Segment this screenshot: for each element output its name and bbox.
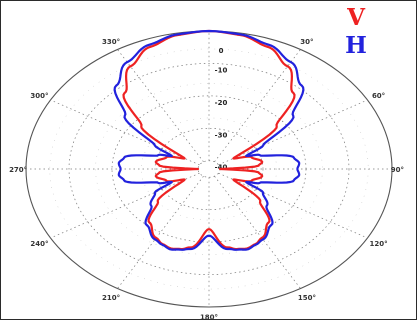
angle-label-300: 300° bbox=[30, 92, 48, 100]
pattern-curves bbox=[113, 29, 305, 251]
minor-ring-1 bbox=[95, 83, 323, 255]
spoke-150 bbox=[214, 175, 301, 289]
spoke-300 bbox=[50, 99, 200, 166]
angle-label-240: 240° bbox=[30, 240, 48, 248]
polar-grid bbox=[25, 30, 393, 308]
radial-ring-30 bbox=[154, 127, 264, 211]
legend-entry-h: H bbox=[345, 32, 367, 59]
legend-entry-v: V bbox=[346, 4, 366, 31]
spoke-60 bbox=[218, 99, 368, 166]
angle-label-210: 210° bbox=[102, 294, 120, 302]
radial-label-2: -20 bbox=[215, 99, 228, 107]
spoke-240 bbox=[50, 172, 200, 239]
legend: V H bbox=[345, 4, 367, 59]
angle-label-60: 60° bbox=[372, 92, 385, 100]
angle-label-150: 150° bbox=[298, 294, 316, 302]
angle-label-90: 90° bbox=[391, 166, 404, 174]
angle-tick-labels: 30° 60° 90° 120° 150° 180° 210° 240° 270° 300° 330… bbox=[9, 38, 404, 319]
angle-label-30: 30° bbox=[300, 38, 313, 46]
radial-ring-10 bbox=[68, 63, 350, 275]
angle-label-270: 270° bbox=[9, 166, 27, 174]
spoke-30 bbox=[214, 49, 301, 163]
spoke-330 bbox=[117, 49, 204, 163]
radial-label-0: 0 bbox=[219, 47, 224, 55]
series-h-line bbox=[113, 29, 305, 251]
series-v-line bbox=[122, 29, 296, 251]
spoke-210 bbox=[117, 175, 204, 289]
spoke-120 bbox=[218, 172, 368, 239]
radial-label-1: -10 bbox=[215, 66, 228, 74]
angle-label-120: 120° bbox=[370, 240, 388, 248]
radial-tick-labels: 0 -10 -20 -30 -40 bbox=[215, 47, 228, 172]
angle-label-330: 330° bbox=[102, 38, 120, 46]
minor-ring-2 bbox=[49, 48, 369, 290]
radial-label-3: -30 bbox=[215, 131, 228, 139]
minor-ring-0 bbox=[141, 117, 277, 221]
radial-label-4: -40 bbox=[215, 164, 228, 172]
angle-label-180: 180° bbox=[200, 314, 218, 319]
